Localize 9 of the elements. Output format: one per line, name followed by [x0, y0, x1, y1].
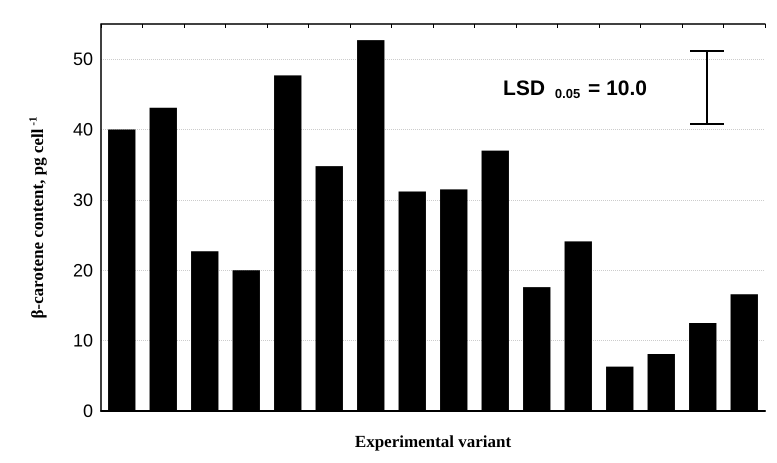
- annotation: LSD 0.05 = 10.0: [503, 77, 648, 101]
- y-axis-title: β-carotene content, pg cell-1: [28, 116, 47, 319]
- y-tick-label: 40: [72, 120, 93, 140]
- x-axis-title: Experimental variant: [354, 432, 512, 451]
- y-tick-label: 50: [72, 49, 93, 70]
- y-tick-label: 30: [72, 190, 93, 210]
- y-tick-label: 20: [72, 260, 93, 280]
- y-tick-label: 10: [72, 330, 93, 351]
- y-tick-label: 0: [82, 401, 93, 421]
